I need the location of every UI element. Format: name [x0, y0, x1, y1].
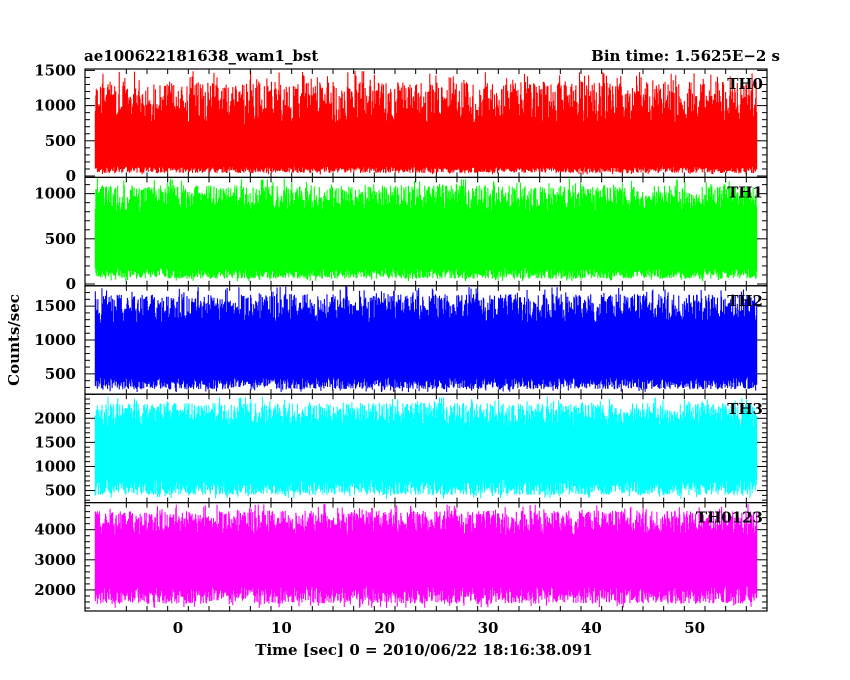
panel-label-th2: TH2 — [727, 292, 763, 310]
y-tick-label: 1000 — [34, 97, 76, 115]
y-tick-label: 0 — [66, 167, 76, 185]
x-tick-label: 0 — [173, 619, 183, 637]
x-axis-label: Time [sec] 0 = 2010/06/22 18:16:38.091 — [255, 641, 592, 659]
series-line-th1 — [94, 178, 758, 282]
x-tick-label: 50 — [684, 619, 705, 637]
y-tick-label: 4000 — [34, 521, 76, 539]
x-tick-label: 40 — [581, 619, 602, 637]
header-left-title: ae100622181638_wam1_bst — [84, 47, 318, 65]
panel-label-th0: TH0 — [727, 75, 763, 93]
y-tick-label: 2000 — [34, 581, 76, 599]
y-tick-label: 1000 — [34, 185, 76, 203]
x-tick-label: 20 — [374, 619, 395, 637]
y-tick-label: 500 — [45, 230, 76, 248]
y-tick-label: 1000 — [34, 457, 76, 475]
y-tick-label: 1000 — [34, 331, 76, 349]
panel-label-th0123: TH0123 — [696, 509, 763, 527]
series-line-th2 — [94, 286, 758, 393]
panel-label-th3: TH3 — [727, 400, 763, 418]
x-tick-label: 30 — [478, 619, 499, 637]
series-line-th3 — [94, 396, 758, 499]
header-right-title: Bin time: 1.5625E−2 s — [591, 47, 780, 65]
panel-label-th1: TH1 — [727, 183, 763, 201]
y-tick-label: 3000 — [34, 551, 76, 569]
y-axis-label: Counts/sec — [5, 294, 23, 386]
y-tick-label: 1500 — [34, 297, 76, 315]
series-line-th0123 — [94, 504, 758, 608]
panel-th0: 0 500 1000 1500 TH0 — [34, 61, 768, 185]
y-tick-label: 0 — [66, 275, 76, 293]
panel-th0123: 2000 3000 4000 TH0123 — [34, 502, 768, 612]
panel-frame — [84, 502, 768, 612]
y-tick-label: 2000 — [34, 409, 76, 427]
x-tick-label: 10 — [271, 619, 292, 637]
series-line-th0 — [94, 70, 758, 175]
panel-th1: 0 500 1000 TH1 — [34, 176, 768, 293]
y-tick-label: 500 — [45, 132, 76, 150]
panel-th2: 500 1000 1500 TH2 — [34, 285, 768, 395]
panel-th3: 500 1000 1500 2000 TH3 — [34, 393, 768, 504]
y-tick-label: 500 — [45, 482, 76, 500]
y-tick-label: 1500 — [34, 61, 76, 79]
y-tick-label: 500 — [45, 365, 76, 383]
y-tick-label: 1500 — [34, 433, 76, 451]
